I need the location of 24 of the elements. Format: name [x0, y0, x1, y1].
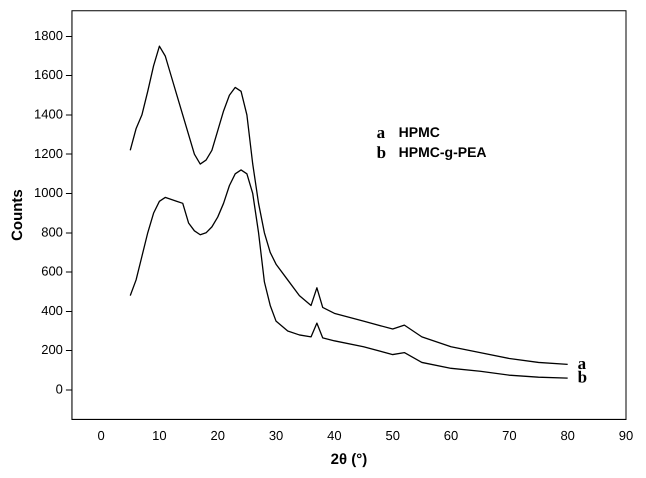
x-tick-label: 0 — [97, 428, 105, 443]
y-tick-label: 0 — [56, 382, 63, 397]
y-tick-label: 1400 — [34, 106, 63, 122]
x-tick-label: 20 — [210, 428, 225, 443]
y-tick-label: 400 — [41, 302, 63, 318]
y-tick-label: 1000 — [34, 185, 63, 200]
x-tick-label: 10 — [152, 428, 167, 443]
annotation: a HPMC — [376, 122, 440, 142]
x-tick-label: 70 — [502, 428, 517, 443]
x-tick-label: 40 — [327, 428, 342, 443]
x-tick-label: 30 — [268, 428, 284, 443]
y-axis-title: Counts — [9, 189, 26, 241]
y-tick-label: 200 — [41, 342, 63, 358]
y-tick-label: 600 — [41, 264, 63, 279]
y-tick-label: 1600 — [34, 67, 63, 82]
x-tick-label: 90 — [618, 428, 634, 443]
x-tick-label: 50 — [385, 428, 400, 443]
x-tick-label: 60 — [444, 428, 458, 443]
y-tick-label: 1200 — [34, 146, 63, 161]
y-tick-label: 1800 — [34, 28, 63, 43]
x-tick-label: 80 — [560, 428, 575, 443]
annotation: b HPMC-g-PEA — [376, 142, 487, 162]
y-tick-label: 800 — [41, 224, 63, 240]
x-axis-title: 2θ (°) — [330, 451, 368, 468]
